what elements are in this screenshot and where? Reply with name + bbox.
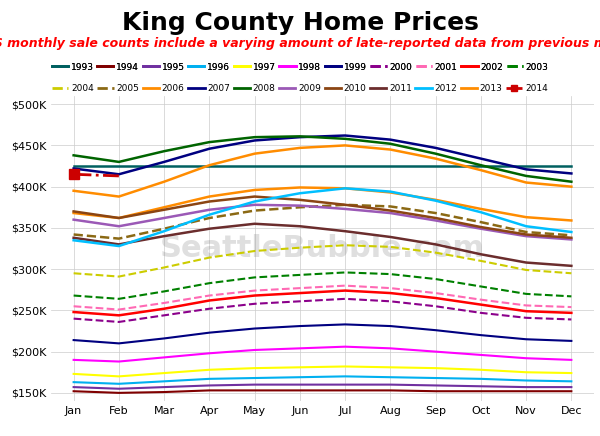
Legend: 2004, 2005, 2006, 2007, 2008, 2009, 2010, 2011, 2012, 2013, 2014: 2004, 2005, 2006, 2007, 2008, 2009, 2010… [49, 81, 551, 97]
Legend: 1993, 1994, 1995, 1996, 1997, 1998, 1999, 2000, 2001, 2002, 2003: 1993, 1994, 1995, 1996, 1997, 1998, 1999… [48, 59, 552, 75]
Text: NWMLS monthly sale counts include a varying amount of late-reported data from pr: NWMLS monthly sale counts include a vary… [0, 37, 600, 50]
Text: King County Home Prices: King County Home Prices [122, 11, 478, 35]
Text: SeattleBubble.com: SeattleBubble.com [160, 234, 485, 263]
